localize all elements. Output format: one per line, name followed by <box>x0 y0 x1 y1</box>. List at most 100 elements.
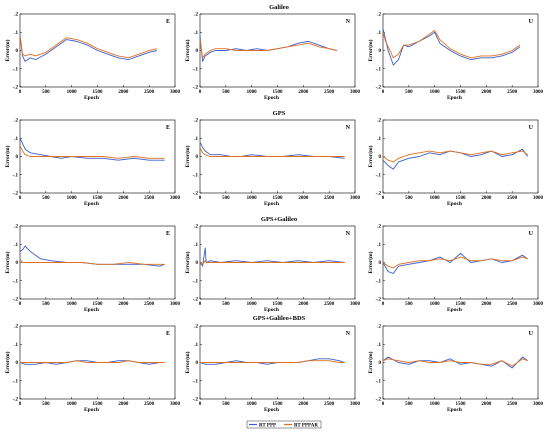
x-tick-label: 2500 <box>324 402 335 407</box>
component-label: N <box>346 331 351 337</box>
x-tick-label: 1500 <box>456 302 467 307</box>
row-title: GPS <box>273 110 286 117</box>
series-line-rt-ppp <box>19 245 165 267</box>
x-tick-label: 3000 <box>533 90 544 95</box>
x-tick-label: 2500 <box>324 90 335 95</box>
x-tick-label: 1000 <box>67 90 78 95</box>
y-tick-label: .2 <box>377 325 381 330</box>
y-tick-label: -.2 <box>193 298 199 303</box>
component-label: U <box>529 231 534 237</box>
y-tick-label: 0 <box>196 49 199 54</box>
x-tick-label: 1500 <box>273 196 284 201</box>
x-tick-label: 1000 <box>247 90 258 95</box>
y-axis-label: Error(m) <box>184 39 191 61</box>
row-title: GPS+Galileo <box>261 216 297 223</box>
y-tick-label: -.1 <box>376 173 382 178</box>
x-tick-label: 2000 <box>481 196 492 201</box>
row-title: Galileo <box>269 4 289 11</box>
x-tick-label: 500 <box>222 302 230 307</box>
component-label: E <box>166 19 170 25</box>
y-tick-label: 0 <box>196 361 199 366</box>
series-line-rt-pppar <box>19 145 165 159</box>
series-line-rt-ppp <box>19 138 165 161</box>
subplot: -.2 -.1 0 .1 .2 0 500 1000 1500 2000 2500 3000 Epoch… <box>184 119 361 207</box>
plot-frame <box>382 119 539 194</box>
component-label: E <box>166 125 170 131</box>
series-line-rt-pppar <box>382 358 528 367</box>
x-tick-label: 1500 <box>456 90 467 95</box>
series-line-rt-pppar <box>199 260 345 265</box>
series-line-rt-ppp <box>199 247 345 267</box>
y-axis-label: Error(m) <box>367 145 374 167</box>
x-tick-label: 1000 <box>67 302 78 307</box>
subplot: -.2 -.1 0 .1 .2 0 500 1000 1500 2000 2500 3000 Epoch… <box>367 13 544 101</box>
y-tick-label: .1 <box>194 243 198 248</box>
y-tick-label: -.1 <box>376 67 382 72</box>
y-axis-label: Error(m) <box>184 251 191 273</box>
x-tick-label: 1500 <box>93 196 104 201</box>
x-tick-label: 0 <box>19 302 22 307</box>
x-tick-label: 3000 <box>170 196 181 201</box>
x-tick-label: 0 <box>199 196 202 201</box>
subplot: -.2 -.1 0 .1 .2 0 500 1000 1500 2000 2500 3000 Epoch… <box>184 225 361 313</box>
x-tick-label: 2000 <box>481 302 492 307</box>
y-tick-label: 0 <box>16 49 19 54</box>
x-tick-label: 1000 <box>247 196 258 201</box>
x-tick-label: 0 <box>382 196 385 201</box>
x-axis-label: Epoch <box>84 201 99 207</box>
y-tick-label: .2 <box>14 119 18 124</box>
y-tick-label: .1 <box>14 31 18 36</box>
y-tick-label: 0 <box>379 261 382 266</box>
y-axis-label: Error(m) <box>184 145 191 167</box>
y-tick-label: 0 <box>379 361 382 366</box>
y-tick-label: .1 <box>14 243 18 248</box>
x-tick-label: 1000 <box>430 196 441 201</box>
x-tick-label: 500 <box>405 196 413 201</box>
x-tick-label: 1500 <box>273 402 284 407</box>
x-axis-label: Epoch <box>264 95 279 101</box>
x-tick-label: 2000 <box>118 402 129 407</box>
series-line-rt-pppar <box>382 29 521 59</box>
x-axis-label: Epoch <box>447 307 462 313</box>
subplot: -.2 -.1 0 .1 .2 0 500 1000 1500 2000 2500 3000 Epoch… <box>4 325 181 413</box>
x-tick-label: 500 <box>42 302 50 307</box>
x-axis-label: Epoch <box>447 201 462 207</box>
series-line-rt-ppp <box>382 252 528 274</box>
y-axis-label: Error(m) <box>4 251 11 273</box>
series-line-rt-ppp <box>199 358 345 365</box>
x-tick-label: 3000 <box>350 402 361 407</box>
x-axis-label: Epoch <box>84 307 99 313</box>
x-tick-label: 3000 <box>350 90 361 95</box>
subplot-grid: -.2 -.1 0 .1 .2 0 500 1000 1500 2000 2500 3000 Epoch… <box>4 13 544 413</box>
y-axis-label: Error(m) <box>4 351 11 373</box>
x-tick-label: 1500 <box>456 402 467 407</box>
x-tick-label: 1500 <box>456 196 467 201</box>
x-tick-label: 2000 <box>481 90 492 95</box>
y-tick-label: -.2 <box>376 86 382 91</box>
x-tick-label: 2500 <box>144 302 155 307</box>
subplot: -.2 -.1 0 .1 .2 0 500 1000 1500 2000 2500 3000 Epoch… <box>4 13 181 101</box>
y-tick-label: -.1 <box>13 173 19 178</box>
series-line-rt-pppar <box>199 39 338 59</box>
x-tick-label: 500 <box>42 90 50 95</box>
subplot: -.2 -.1 0 .1 .2 0 500 1000 1500 2000 2500 3000 Epoch… <box>367 325 544 413</box>
x-tick-label: 1000 <box>430 402 441 407</box>
x-tick-label: 1500 <box>273 90 284 95</box>
x-tick-label: 2500 <box>144 402 155 407</box>
y-tick-label: .2 <box>14 13 18 18</box>
y-tick-label: .2 <box>14 225 18 230</box>
x-tick-label: 2500 <box>507 402 518 407</box>
x-axis-label: Epoch <box>447 407 462 413</box>
series-line-rt-pppar <box>199 147 345 157</box>
x-tick-label: 2000 <box>298 302 309 307</box>
y-tick-label: 0 <box>16 261 19 266</box>
x-tick-label: 0 <box>19 402 22 407</box>
y-tick-label: -.1 <box>193 67 199 72</box>
y-tick-label: .1 <box>194 343 198 348</box>
series-line-rt-pppar <box>19 258 165 265</box>
x-tick-label: 1000 <box>67 196 78 201</box>
x-tick-label: 2500 <box>324 302 335 307</box>
component-label: U <box>529 331 534 337</box>
y-tick-label: -.2 <box>376 398 382 403</box>
subplot: -.2 -.1 0 .1 .2 0 500 1000 1500 2000 2500 3000 Epoch… <box>367 119 544 207</box>
